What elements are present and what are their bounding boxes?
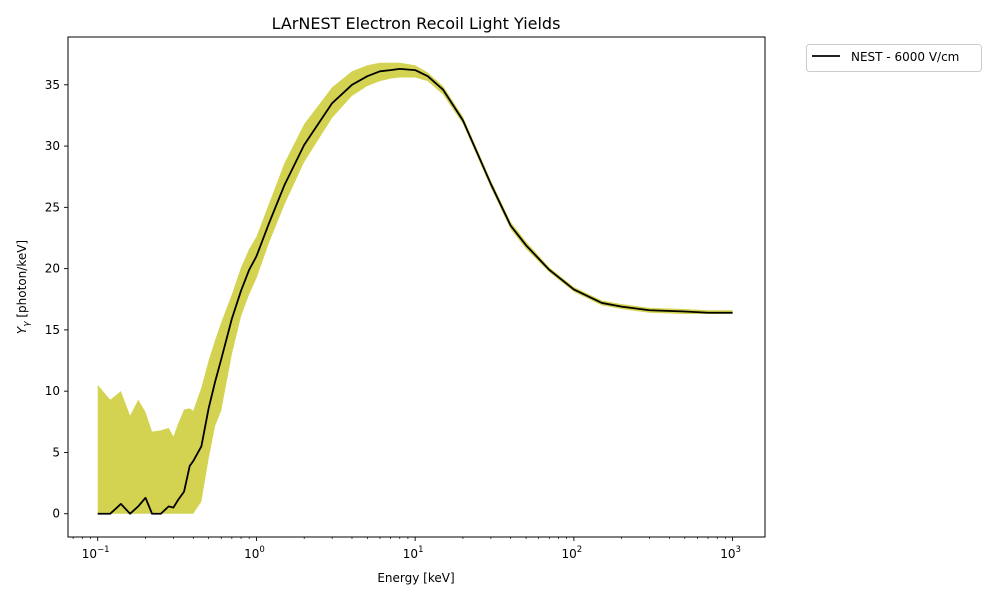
y-axis-label: Yγ [photon/keV] — [15, 240, 32, 334]
y-axis-label-main: Y — [15, 325, 29, 334]
x-tick-label: 10−1 — [82, 545, 110, 561]
x-tick-label: 101 — [403, 545, 424, 561]
y-axis-label-unit: [photon/keV] — [15, 240, 29, 322]
x-tick-label: 102 — [562, 545, 583, 561]
legend-label: NEST - 6000 V/cm — [851, 50, 959, 64]
y-tick-label: 30 — [45, 139, 60, 153]
axes-frame — [67, 36, 766, 538]
y-tick-label: 20 — [45, 262, 60, 276]
plot-area — [67, 36, 766, 538]
x-tick-label: 103 — [720, 545, 741, 561]
y-tick-label: 15 — [45, 323, 60, 337]
series-line-layer — [97, 67, 733, 515]
x-axis-label: Energy [keV] — [377, 571, 454, 585]
x-axis: 10−1 100 101 102 103 — [72, 537, 741, 561]
uncertainty-band — [97, 62, 733, 514]
legend-box — [806, 44, 982, 72]
uncertainty-band-layer — [97, 62, 733, 514]
series-line — [97, 67, 733, 515]
y-tick-label: 5 — [52, 445, 60, 459]
x-tick-label: 100 — [244, 545, 265, 561]
y-tick-label: 0 — [52, 507, 60, 521]
legend: NEST - 6000 V/cm — [806, 44, 982, 72]
y-tick-label: 10 — [45, 384, 60, 398]
y-axis-label-subscript: γ — [22, 321, 32, 327]
y-tick-label: 25 — [45, 200, 60, 214]
chart-title: LArNEST Electron Recoil Light Yields — [272, 14, 561, 33]
y-axis: 0 5 10 15 20 25 30 35 — [45, 78, 68, 521]
y-tick-label: 35 — [45, 78, 60, 92]
